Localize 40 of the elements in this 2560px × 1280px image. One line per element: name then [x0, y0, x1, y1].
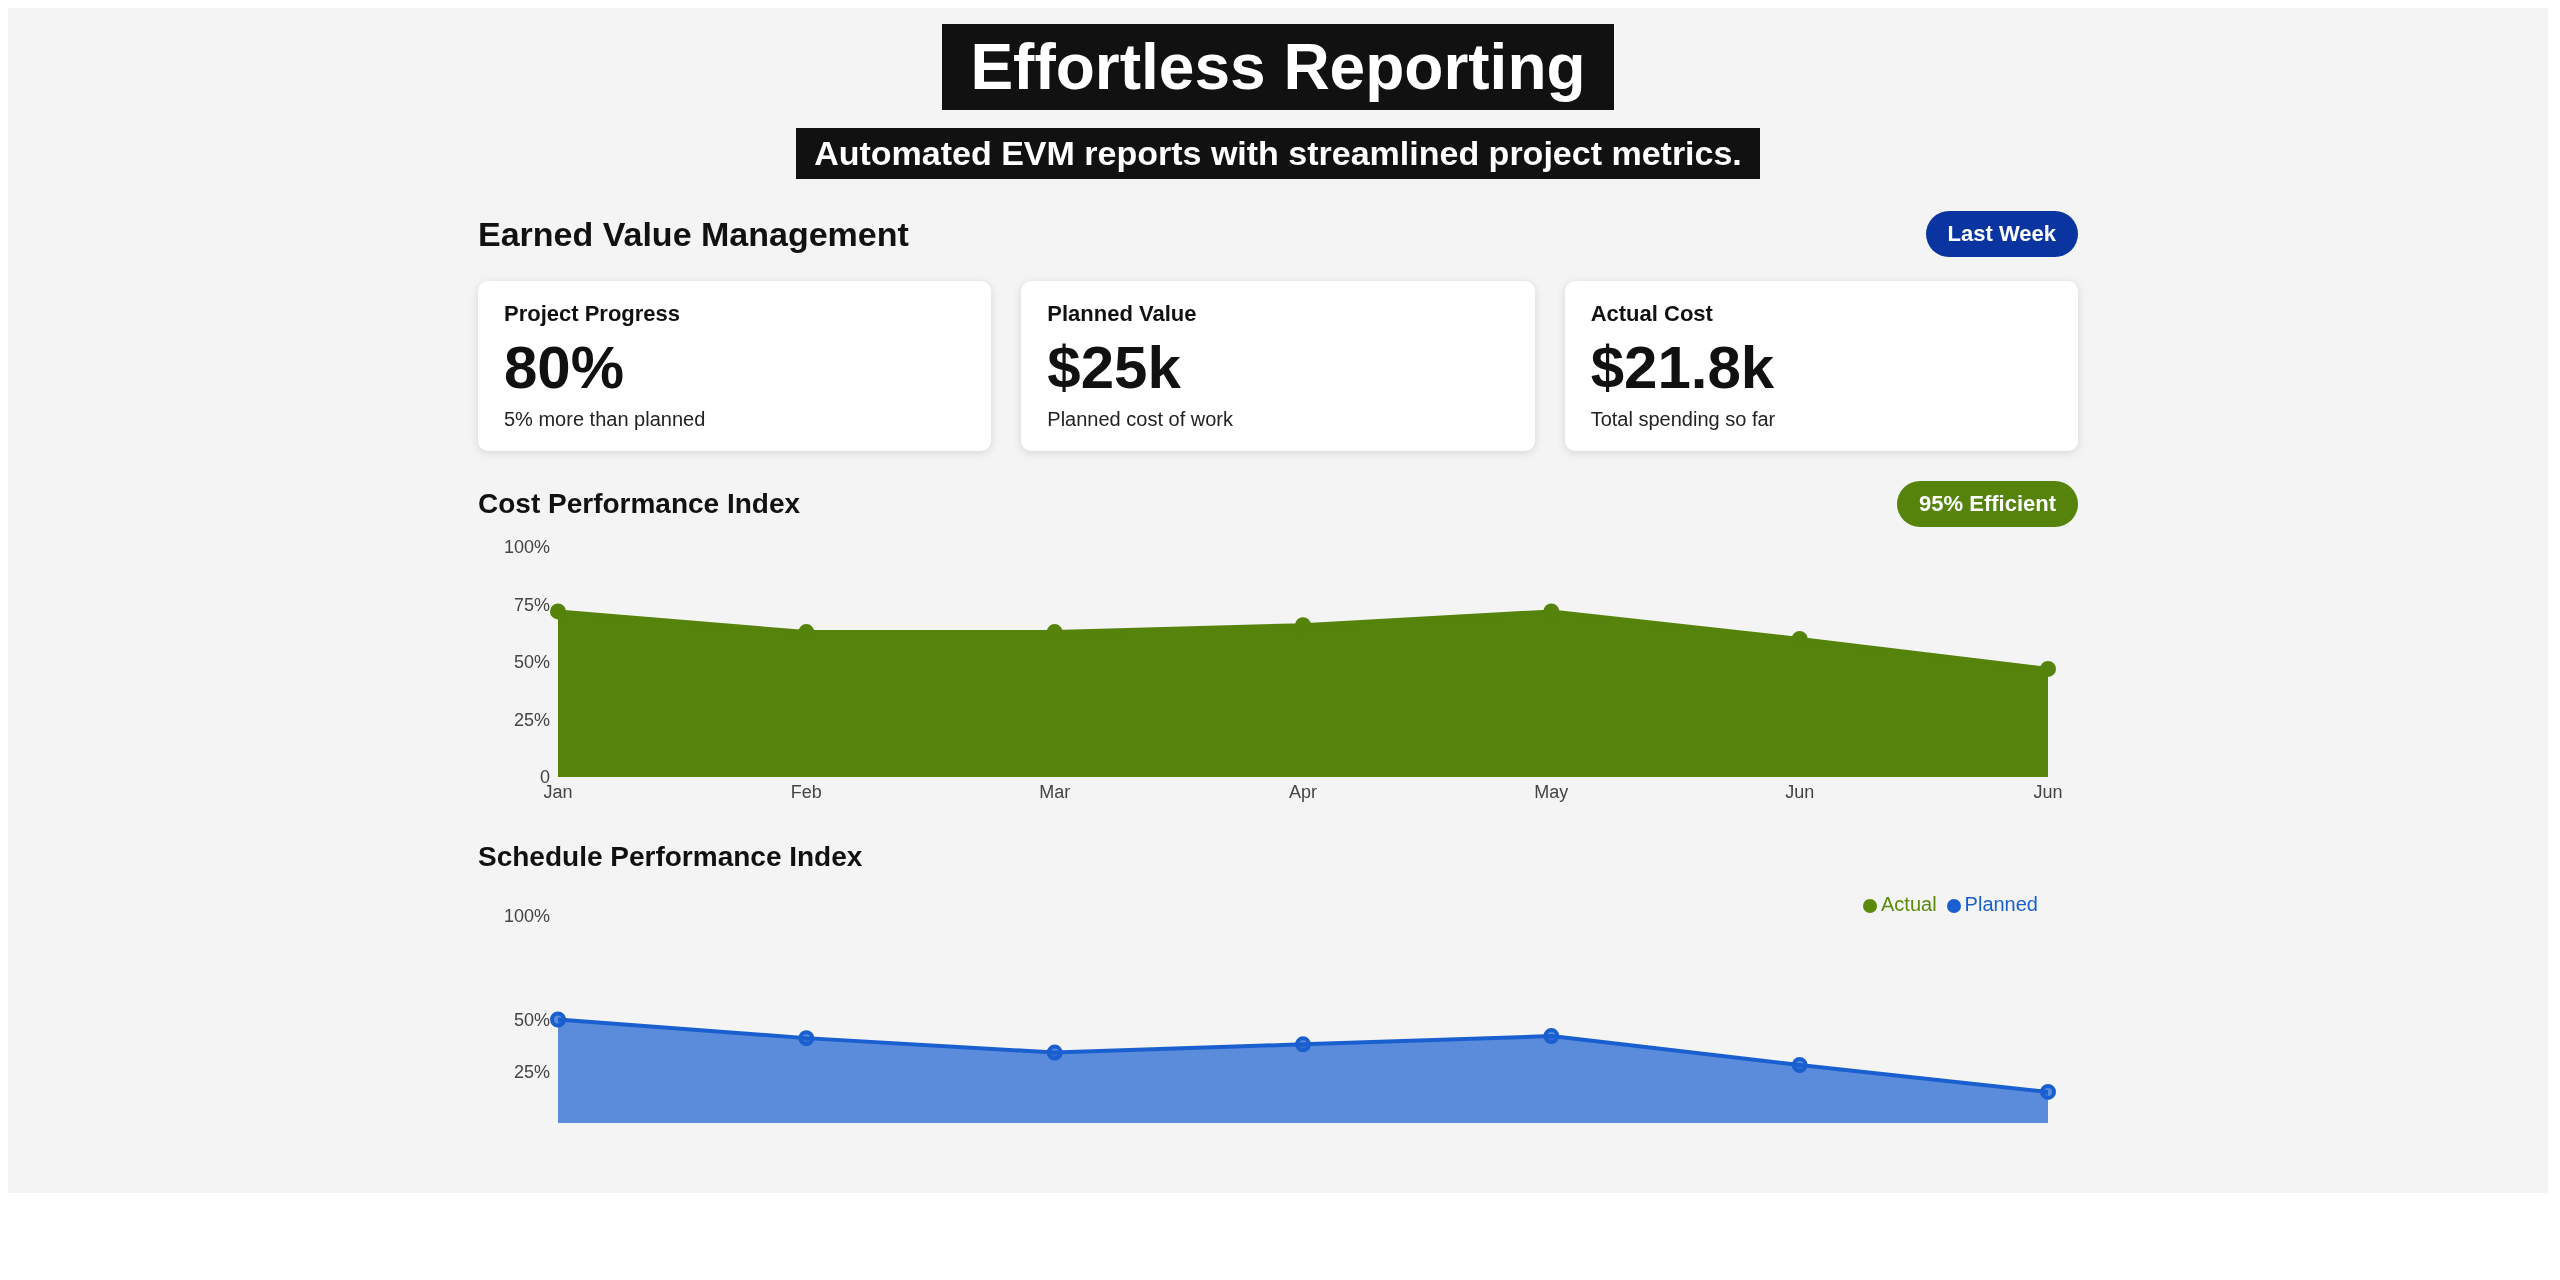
text: Total spending so far [1590, 408, 1777, 431]
chart-title: Cost Performance Index [478, 488, 801, 520]
point [550, 1011, 566, 1028]
y-tick-label: 100% [503, 906, 550, 927]
text: 80% [504, 333, 626, 402]
text: Planned cost of work [1047, 408, 1234, 431]
text: Actual Cost [1590, 301, 1714, 327]
y-tick-label: 75% [513, 594, 550, 615]
text: Effortless Reporting [942, 24, 1614, 110]
y-tick-label: 50% [513, 1009, 550, 1030]
point [2040, 1083, 2056, 1100]
x-tick-label: May [1534, 781, 1569, 802]
text: 5% more than planned [504, 408, 707, 431]
point [550, 603, 566, 620]
y-tick-label: 50% [513, 652, 550, 673]
text: $21.8k [1590, 333, 1776, 402]
text: Project Progress [504, 301, 682, 327]
x-tick-label: Jun [2033, 781, 2063, 802]
point [798, 1030, 815, 1047]
point [1295, 1036, 1311, 1053]
y-tick-label: 25% [513, 709, 550, 730]
point [1791, 1057, 1808, 1074]
text: $25k [1047, 333, 1182, 402]
text: Earned Value Management [478, 214, 909, 254]
text: 95% Efficient [1897, 481, 2078, 527]
x-tick-label: Apr [1288, 781, 1318, 802]
x-tick-label: Jun [1785, 781, 1815, 802]
x-tick-label: Feb [790, 781, 822, 802]
point [1543, 1028, 1560, 1045]
point [2040, 660, 2056, 677]
point [1046, 1044, 1063, 1061]
legend-label: Planned [1964, 893, 2038, 915]
chart-title: Schedule Performance Index [478, 841, 863, 873]
y-tick-label: 100% [503, 537, 550, 558]
text: Planned Value [1047, 301, 1198, 327]
y-tick-label: 25% [513, 1061, 550, 1082]
x-tick-label: Mar [1039, 781, 1071, 802]
legend-label: Actual [1881, 893, 1937, 915]
text: Automated EVM reports with streamlined project metrics. [796, 128, 1760, 179]
text: Last Week [1925, 211, 2078, 257]
